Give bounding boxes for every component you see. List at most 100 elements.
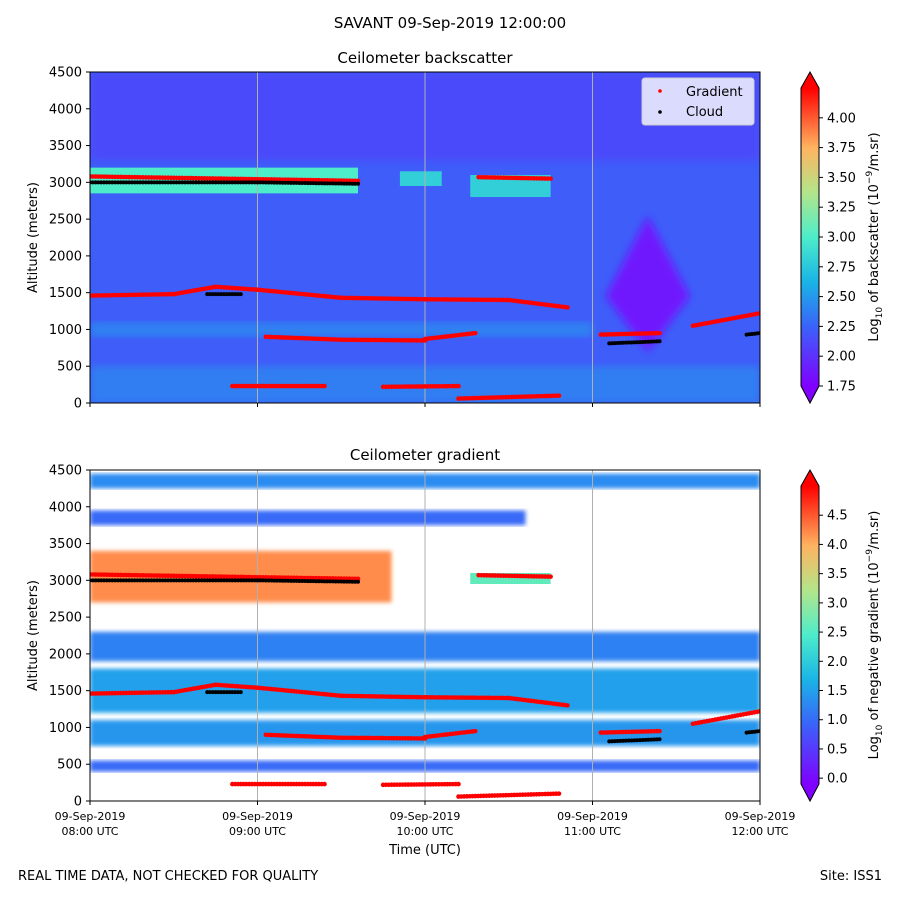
footer-right: Site: ISS1 [819, 869, 882, 884]
cloud-point [342, 579, 347, 584]
cloud-point [311, 579, 316, 584]
cloud-point [118, 578, 123, 583]
x-tick-label-time: 11:00 UTC [564, 825, 621, 838]
cloud-point [316, 579, 321, 584]
cloud-point [277, 180, 282, 185]
gradient-point [548, 176, 553, 181]
heatmap-low-backscatter [605, 216, 690, 352]
cloud-point [93, 180, 98, 185]
x-tick-label-date: 09-Sep-2019 [222, 810, 293, 823]
cloud-point [356, 181, 360, 186]
cloud-point [141, 180, 146, 185]
colorbar-tick-label: 2.5 [827, 626, 848, 641]
cloud-point [138, 578, 143, 583]
cloud-point [222, 578, 226, 583]
cloud-point [238, 578, 243, 583]
cloud-point [255, 578, 260, 583]
cloud-point [280, 180, 285, 185]
gradient-point [657, 330, 662, 336]
colorbar-tick-label: 3.5 [827, 567, 848, 582]
cloud-point [297, 578, 302, 583]
cloud-point [294, 180, 299, 185]
colorbar-tick-label: 4.0 [827, 538, 848, 553]
cloud-point [152, 180, 157, 185]
cloud-point [272, 180, 277, 185]
cloud-point [249, 180, 254, 185]
x-tick-label-date: 09-Sep-2019 [725, 810, 796, 823]
x-tick-label-time: 09:00 UTC [229, 825, 286, 838]
cloud-point [305, 579, 310, 584]
gradient-point [472, 330, 478, 336]
heatmap-cloud-layer-1 [399, 171, 442, 187]
cloud-point [238, 180, 243, 185]
colorbar-backscatter: 1.75 2.00 2.25 2.50 2.75 3.00 3.25 3.50 3.75 4.00… [800, 70, 885, 405]
cloud-point [286, 180, 291, 185]
cloud-point [115, 578, 120, 583]
cloud-point [208, 690, 213, 695]
cloud-point [233, 690, 238, 695]
cloud-point [222, 690, 226, 695]
gradient-point [565, 305, 570, 310]
gradient-point [657, 728, 662, 734]
cloud-point [104, 578, 109, 583]
cloud-point [160, 180, 165, 185]
y-tick-label: 500 [57, 360, 82, 375]
y-tick-label: 500 [57, 758, 82, 773]
cloud-point [269, 180, 274, 185]
x-tick-label-time: 12:00 UTC [731, 825, 788, 838]
cloud-point [129, 180, 134, 185]
cloud-point [241, 180, 246, 185]
cloud-point [185, 180, 190, 185]
cloud-point [143, 180, 148, 185]
colorbar-tick-label: 4.5 [827, 509, 848, 524]
cloud-point [174, 180, 179, 185]
colorbar-tick-label: 2.50 [827, 290, 856, 305]
cloud-point [104, 180, 109, 185]
cloud-point [132, 180, 137, 185]
cloud-point [180, 180, 185, 185]
cloud-point [247, 180, 252, 185]
cloud-point [356, 579, 360, 584]
cloud-point [339, 181, 344, 186]
cloud-point [208, 180, 213, 185]
colorbar-extend-max [801, 72, 819, 88]
cloud-point [199, 578, 204, 583]
cloud-point [115, 180, 120, 185]
cloud-point [266, 180, 271, 185]
cloud-point [213, 180, 218, 185]
colorbar-extend-min [801, 784, 819, 801]
cloud-point [291, 578, 296, 583]
y-tick-label: 1500 [49, 286, 82, 301]
y-tick-label: 3500 [49, 139, 82, 154]
gradient-point [355, 576, 361, 582]
x-tick-label-time: 08:00 UTC [61, 825, 118, 838]
cloud-point [286, 578, 291, 583]
cloud-point [350, 181, 355, 186]
cloud-point [328, 181, 333, 186]
cloud-point [244, 578, 249, 583]
cloud-point [127, 578, 132, 583]
cloud-point [135, 180, 140, 185]
cloud-point [233, 292, 238, 297]
colorbar-tick-label: 2.75 [827, 260, 856, 275]
cloud-point [230, 690, 235, 695]
colorbar-tick-label: 3.0 [827, 596, 848, 611]
top-panel-title: Ceilometer backscatter [337, 49, 513, 67]
y-tick-label: 3500 [49, 537, 82, 552]
cloud-point [188, 180, 193, 185]
cloud-point [177, 578, 182, 583]
axes: 0 500 1000 1500 2000 2500 3000 3500 4000 4500 Alti… [26, 66, 795, 839]
colorbar-extend-max [801, 470, 819, 486]
colorbar-outline [800, 70, 820, 405]
cloud-point [127, 180, 132, 185]
cloud-point [166, 180, 171, 185]
cloud-point [96, 180, 101, 185]
cloud-point [216, 180, 221, 185]
cloud-point [101, 180, 106, 185]
y-tick-label: 4500 [49, 464, 82, 479]
hour-gridlines [257, 72, 593, 801]
heatmap-cloud-layer [470, 572, 551, 585]
y-tick-label: 3000 [49, 574, 82, 589]
cloud-point [233, 578, 238, 583]
cloud-point [224, 292, 229, 297]
